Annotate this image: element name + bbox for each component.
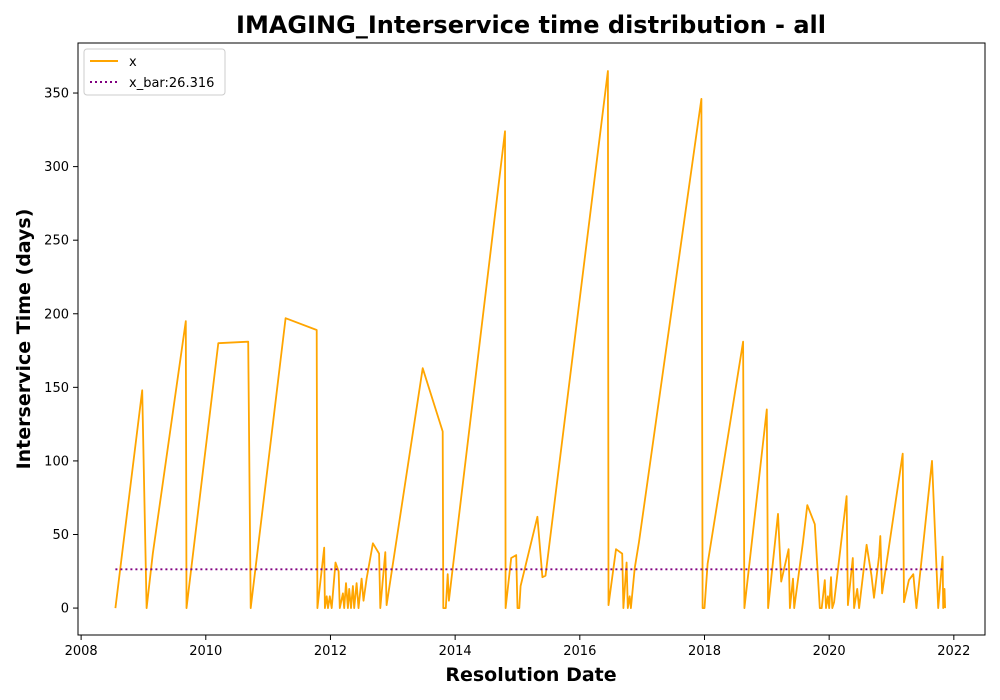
plot-area (77, 42, 986, 636)
x-tick-label: 2020 (813, 644, 846, 659)
series-layer (114, 70, 946, 609)
x-axis: 2008 2010 2012 2014 2016 2018 2020 2022 (65, 635, 970, 659)
legend-frame (83, 48, 226, 96)
y-axis-label: Interservice Time (days) (13, 209, 35, 470)
y-tick-label: 350 (44, 87, 69, 102)
y-axis: 0 50 100 150 200 250 300 350 (44, 87, 78, 617)
y-tick-label: 200 (44, 307, 69, 322)
x-tick-label: 2014 (439, 644, 472, 659)
y-tick-label: 300 (44, 160, 69, 175)
legend: x x_bar:26.316 (83, 48, 226, 96)
y-tick-label: 0 (61, 602, 69, 617)
x-tick-label: 2022 (937, 644, 970, 659)
plot-frame (77, 42, 986, 636)
legend-label-x: x (129, 55, 137, 70)
y-tick-label: 250 (44, 234, 69, 249)
x-tick-label: 2010 (189, 644, 222, 659)
x-tick-label: 2018 (688, 644, 721, 659)
x-axis-label: Resolution Date (445, 664, 616, 686)
x-tick-label: 2012 (314, 644, 347, 659)
x-tick-label: 2008 (65, 644, 98, 659)
chart-title: IMAGING_Interservice time distribution -… (236, 11, 826, 39)
x-tick-label: 2016 (563, 644, 596, 659)
series-line-x (114, 70, 946, 609)
y-tick-label: 100 (44, 454, 69, 469)
y-tick-label: 50 (52, 528, 69, 543)
legend-label-x-bar: x_bar:26.316 (129, 76, 214, 91)
y-tick-label: 150 (44, 381, 69, 396)
